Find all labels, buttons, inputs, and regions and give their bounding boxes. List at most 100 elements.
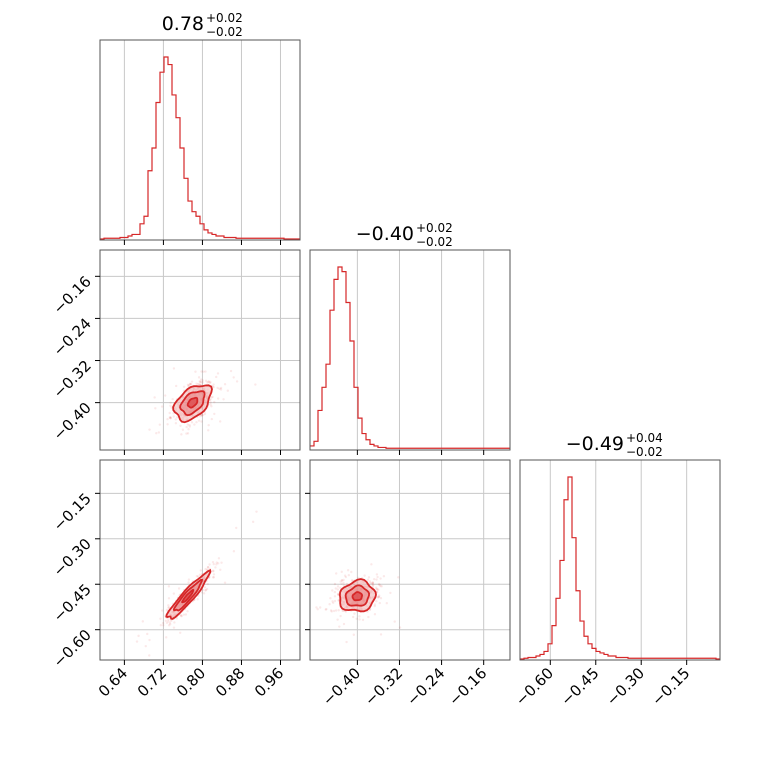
sample-point [366, 578, 370, 581]
sample-point [176, 416, 179, 419]
sample-point [342, 584, 346, 587]
sample-point [155, 431, 158, 435]
sample-point [195, 574, 199, 578]
contour-inner [181, 588, 195, 604]
sample-point [355, 617, 358, 620]
sample-point [371, 582, 374, 586]
sample-point [207, 429, 210, 432]
sample-point [209, 398, 212, 401]
sample-point [344, 610, 348, 613]
sample-point [218, 387, 221, 391]
sample-point [213, 400, 216, 404]
sample-point [202, 592, 206, 595]
param-title-1: 0.78 +0.02−0.02 [162, 11, 243, 39]
sample-point [182, 613, 186, 616]
sample-point [172, 412, 175, 415]
sample-point [174, 384, 178, 388]
sample-point [167, 618, 170, 621]
title-upper: +0.02 [416, 221, 453, 235]
sample-point [339, 586, 342, 590]
sample-point [141, 620, 145, 623]
sample-point [173, 621, 176, 624]
sample-point [219, 386, 223, 390]
sample-point [187, 581, 190, 584]
x-tick-label: 0.88 [212, 664, 248, 700]
sample-point [374, 586, 378, 589]
sample-point [212, 385, 215, 389]
sample-point [389, 591, 392, 595]
sample-point [319, 606, 322, 609]
sample-point [168, 416, 172, 419]
sample-point [157, 431, 161, 434]
sample-point [198, 383, 201, 386]
sample-point [196, 575, 200, 578]
sample-point [195, 382, 198, 385]
y-tick-label: −0.60 [50, 626, 95, 671]
y-tick-label: −0.32 [50, 357, 95, 402]
sample-point [179, 424, 182, 428]
sample-point [372, 583, 375, 587]
title-upper: +0.02 [206, 11, 243, 25]
sample-point [168, 411, 171, 415]
sample-point [201, 381, 204, 384]
sample-point [368, 608, 372, 612]
sample-point [166, 423, 169, 426]
sample-point [332, 609, 336, 613]
sample-point [336, 585, 340, 588]
histogram-param-2 [310, 266, 510, 449]
sample-point [195, 421, 198, 424]
pair-panel-2-3 [309, 459, 511, 661]
sample-point [189, 383, 192, 386]
sample-point [188, 425, 191, 428]
x-tick-label: −0.45 [557, 664, 602, 709]
sample-point [174, 421, 178, 425]
x-tick-label: 0.96 [251, 664, 287, 700]
y-tick-label: −0.45 [50, 580, 95, 625]
y-tick-label: −0.30 [50, 535, 95, 580]
sample-point [196, 598, 199, 601]
sample-point [165, 636, 168, 639]
sample-point [333, 590, 337, 594]
param-title-3: −0.49 +0.04−0.02 [566, 431, 663, 459]
sample-point [255, 510, 258, 513]
sample-point [229, 369, 233, 373]
sample-point [339, 614, 342, 618]
sample-point [169, 416, 172, 420]
sample-point [377, 588, 380, 591]
sample-point [207, 423, 210, 427]
title-lower: −0.02 [416, 235, 453, 249]
scatter-panel-1-2 [148, 367, 257, 436]
sample-point [206, 381, 209, 384]
sample-point [398, 626, 402, 629]
x-tick-label: 0.80 [173, 664, 209, 700]
sample-point [371, 584, 374, 588]
sample-point [341, 609, 344, 613]
sample-point [194, 370, 197, 373]
sample-point [193, 423, 196, 426]
sample-point [337, 609, 340, 612]
pair-panel-1-3 [99, 459, 301, 661]
sample-point [172, 592, 176, 595]
sample-point [213, 412, 216, 416]
y-tick-label: −0.16 [50, 272, 95, 317]
sample-point [346, 569, 350, 572]
sample-point [210, 396, 213, 399]
sample-point [375, 600, 378, 603]
sample-point [199, 569, 203, 572]
sample-point [340, 570, 343, 574]
sample-point [185, 425, 188, 429]
sample-point [347, 573, 351, 577]
hist-panel-1 [99, 39, 301, 241]
sample-point [168, 621, 172, 624]
x-tick-label: −0.24 [403, 664, 448, 709]
sample-point [170, 619, 173, 623]
sample-point [148, 638, 151, 642]
sample-point [189, 382, 192, 386]
sample-point [167, 597, 171, 600]
pair-panel-1-2 [99, 249, 301, 451]
title-lower: −0.02 [206, 25, 243, 39]
sample-point [254, 383, 257, 386]
sample-point [367, 576, 371, 579]
sample-point [205, 587, 209, 591]
sample-point [372, 577, 376, 581]
